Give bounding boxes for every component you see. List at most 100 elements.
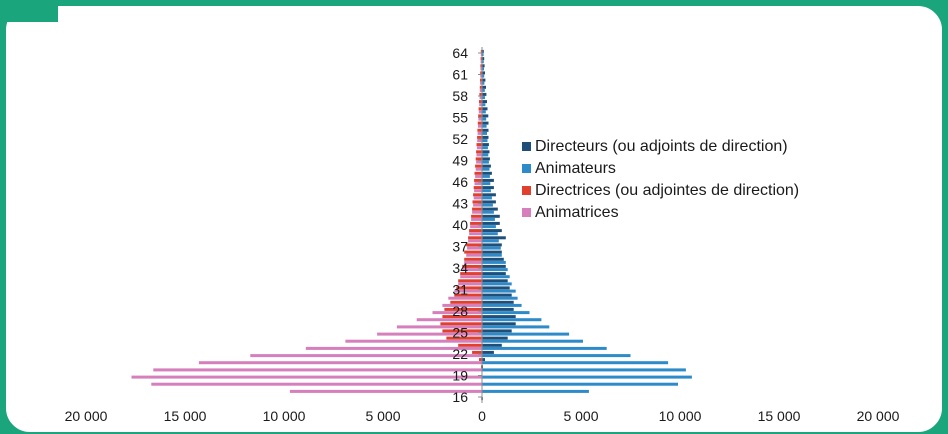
bar-left-series2-age57: [479, 100, 482, 104]
bar-right-series0-age52: [482, 135, 489, 139]
x-tick-label-6: 10 000: [659, 408, 702, 424]
bar-left-series2-age60: [480, 78, 482, 82]
bar-left-series2-age21: [479, 358, 482, 362]
y-tick-label-46: 46: [452, 174, 468, 190]
bar-right-series1-age49: [482, 160, 489, 164]
bar-left-series2-age38: [468, 236, 482, 240]
bar-left-series2-age55: [478, 114, 482, 118]
bar-right-series0-age44: [482, 193, 496, 197]
bar-right-series1-age60: [482, 81, 485, 85]
bar-right-series1-age55: [482, 117, 487, 121]
bar-right-series0-age23: [482, 343, 502, 347]
bar-right-series0-age54: [482, 121, 489, 125]
x-tick-label-4: 0: [478, 408, 486, 424]
bar-left-series3-age35: [464, 260, 482, 264]
bar-left-series2-age56: [478, 107, 482, 111]
bar-left-series3-age19: [131, 375, 482, 379]
bar-left-series3-age59: [479, 88, 482, 92]
bar-left-series3-age27: [416, 318, 482, 322]
bar-left-series2-age58: [479, 92, 482, 96]
bar-right-series0-age40: [482, 221, 500, 225]
y-tick-label-55: 55: [452, 110, 468, 126]
bar-right-series1-age29: [482, 303, 522, 307]
bar-right-series1-age25: [482, 332, 570, 336]
corner-tab: [6, 6, 58, 22]
bar-right-series0-age34: [482, 264, 506, 268]
bar-left-series2-age35: [464, 257, 482, 261]
bar-right-series0-age56: [482, 107, 488, 111]
bar-right-series0-age57: [482, 100, 487, 104]
bar-left-series3-age53: [477, 131, 482, 135]
bar-left-series3-age50: [476, 153, 482, 157]
bar-left-series3-age23: [305, 346, 482, 350]
bar-left-series2-age64: [480, 49, 482, 53]
bar-left-series2-age37: [466, 243, 482, 247]
bar-left-series2-age53: [477, 128, 482, 132]
bar-right-series0-age46: [482, 178, 494, 182]
y-tick-label-31: 31: [452, 282, 468, 298]
x-tick-label-0: 20 000: [65, 408, 108, 424]
bar-right-series0-age26: [482, 322, 516, 326]
bar-left-series3-age56: [478, 110, 482, 114]
legend-swatch-2: [522, 186, 531, 195]
bar-left-series3-age29: [442, 303, 482, 307]
bar-right-series1-age35: [482, 260, 506, 264]
bar-left-series3-age48: [475, 167, 482, 171]
bar-left-series2-age62: [480, 64, 482, 68]
bar-right-series1-age47: [482, 174, 490, 178]
bar-left-series3-age47: [475, 174, 482, 178]
bar-left-series3-age41: [471, 217, 482, 221]
bar-left-series2-age33: [460, 272, 482, 276]
bar-left-series3-age18: [151, 382, 483, 386]
bar-left-series2-age46: [474, 178, 482, 182]
bar-right-series1-age37: [482, 246, 501, 250]
bar-left-series3-age51: [476, 146, 482, 150]
bar-right-series1-age19: [482, 375, 692, 379]
bar-right-series0-age47: [482, 171, 492, 175]
bar-left-series3-age24: [345, 339, 482, 343]
legend-swatch-0: [522, 142, 531, 151]
bar-left-series3-age22: [250, 354, 482, 358]
y-tick-label-37: 37: [452, 239, 468, 255]
legend-label-1: Animateurs: [535, 160, 616, 177]
y-tick-label-40: 40: [452, 217, 468, 233]
y-tick-label-28: 28: [452, 303, 468, 319]
bar-right-series1-age57: [482, 103, 486, 107]
bar-left-series3-age45: [474, 189, 482, 193]
bar-left-series3-age44: [473, 196, 482, 200]
x-tick-label-5: 5 000: [563, 408, 598, 424]
bar-left-series2-age63: [480, 57, 482, 61]
legend-swatch-3: [522, 208, 531, 217]
bar-left-series3-age46: [474, 182, 482, 186]
bar-right-series1-age42: [482, 210, 494, 214]
bar-left-series2-age48: [475, 164, 482, 168]
bar-right-series1-age54: [482, 124, 487, 128]
bar-left-series3-age61: [480, 74, 482, 78]
bar-right-series0-age41: [482, 214, 500, 218]
y-tick-label-61: 61: [452, 67, 468, 83]
bar-left-series3-age17: [289, 389, 482, 393]
bar-left-series2-age30: [454, 293, 482, 297]
bar-right-series0-age62: [482, 64, 485, 68]
bar-left-series2-age47: [474, 171, 482, 175]
bar-right-series0-age39: [482, 229, 502, 233]
bar-right-series1-age38: [482, 239, 499, 243]
bar-right-series0-age27: [482, 315, 516, 319]
bar-left-series3-age26: [396, 325, 482, 329]
bar-right-series0-age61: [482, 71, 485, 75]
bar-left-series2-age27: [442, 315, 482, 319]
bar-left-series3-age52: [477, 139, 482, 143]
bar-left-series3-age37: [467, 246, 482, 250]
bar-right-series1-age44: [482, 196, 492, 200]
bar-left-series2-age32: [458, 279, 482, 283]
bar-right-series0-age58: [482, 92, 487, 96]
bar-right-series0-age32: [482, 279, 508, 283]
bar-left-series3-age49: [476, 160, 482, 164]
bar-right-series1-age20: [482, 368, 686, 372]
bar-right-series1-age64: [482, 53, 484, 57]
bar-right-series1-age36: [482, 253, 502, 257]
bar-right-series1-age33: [482, 275, 510, 279]
bar-right-series1-age63: [482, 60, 484, 64]
y-tick-label-19: 19: [452, 368, 468, 384]
